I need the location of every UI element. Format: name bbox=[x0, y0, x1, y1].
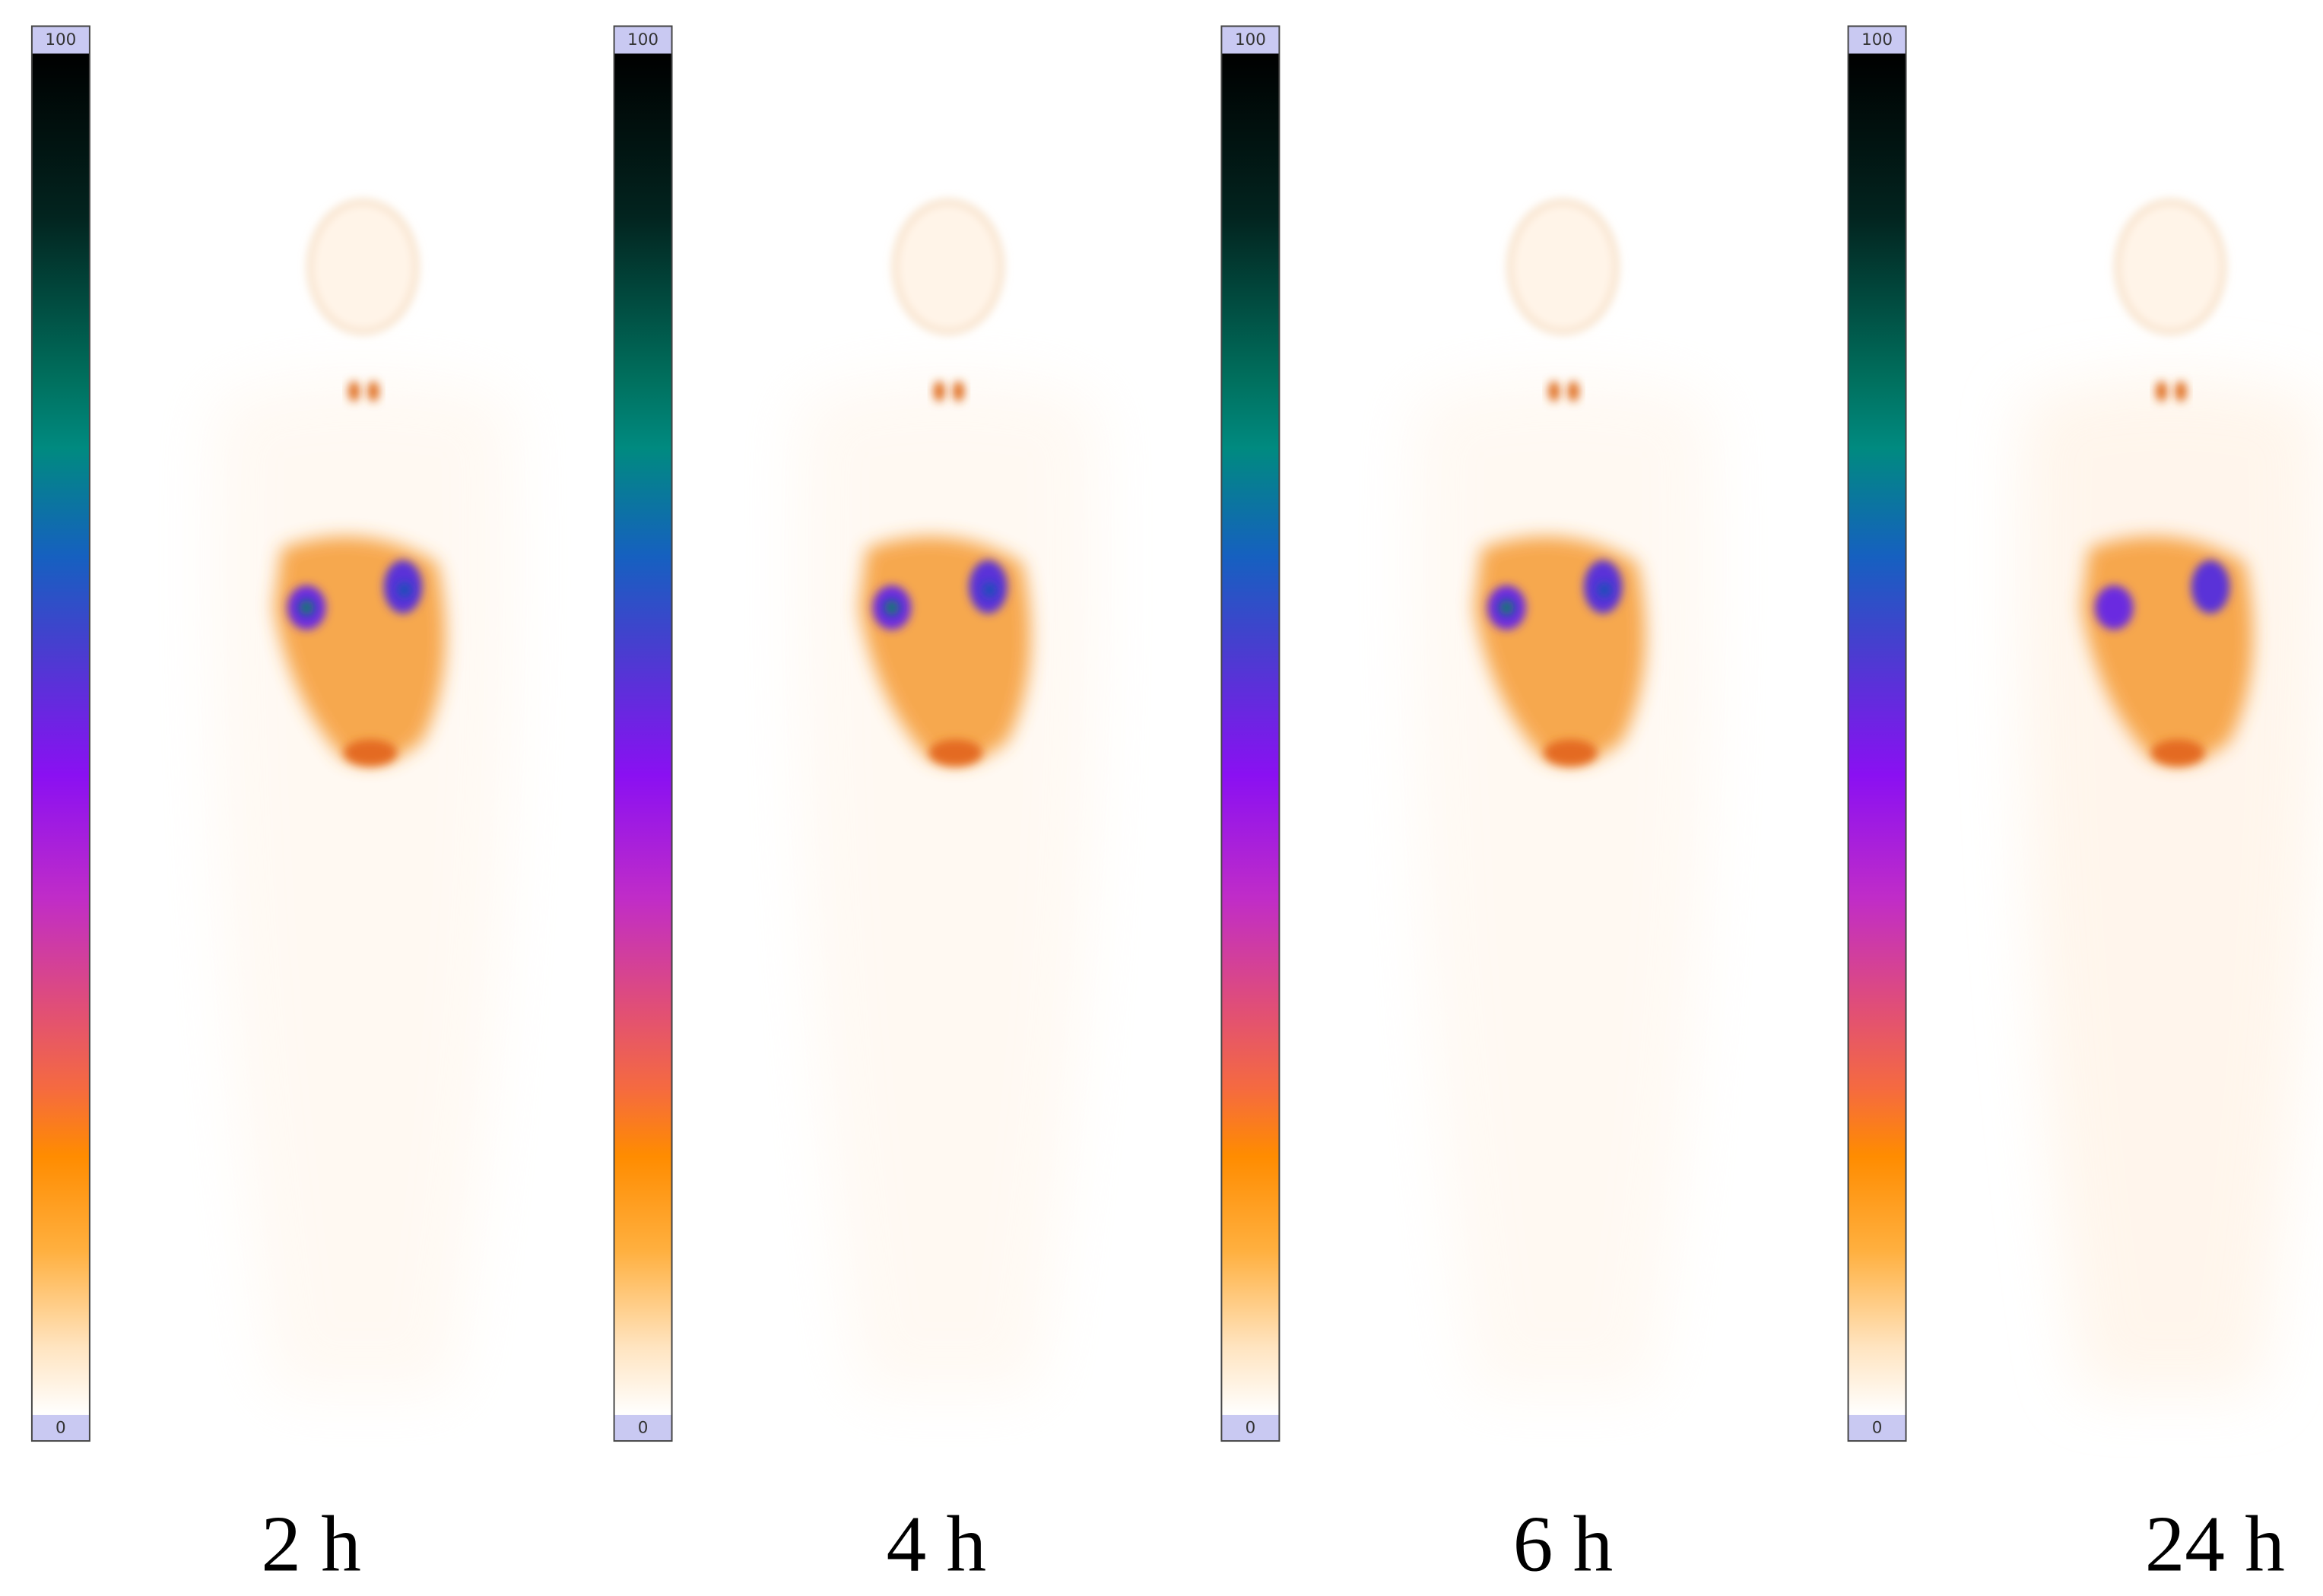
bladder bbox=[344, 739, 398, 766]
time-label: 2 h bbox=[261, 1499, 361, 1588]
scale-min: 0 bbox=[56, 1419, 66, 1438]
scan-image bbox=[2020, 199, 2321, 1393]
scale-min: 0 bbox=[1246, 1419, 1256, 1438]
scale-min-box bbox=[32, 1414, 89, 1441]
panel: 100 0 2 h bbox=[30, 25, 514, 1588]
thyroid-left bbox=[347, 381, 360, 402]
colorbar bbox=[1222, 53, 1279, 1415]
scan-image bbox=[1412, 199, 1714, 1393]
thyroid-right bbox=[952, 381, 965, 402]
time-label: 4 h bbox=[887, 1499, 987, 1588]
body-outline bbox=[1412, 378, 1714, 1393]
thyroid-left bbox=[1548, 381, 1560, 402]
bladder bbox=[928, 739, 982, 766]
kidney-hotspot bbox=[1499, 600, 1515, 615]
scale-min-box bbox=[1849, 1414, 1906, 1441]
scale-max-box bbox=[1222, 27, 1279, 54]
scale-max-box bbox=[1849, 27, 1906, 54]
time-label: 6 h bbox=[1513, 1499, 1614, 1588]
kidney-hotspot bbox=[982, 582, 998, 598]
thyroid-right bbox=[367, 381, 379, 402]
bladder bbox=[1544, 739, 1598, 766]
head bbox=[1507, 199, 1619, 335]
kidney-hotspot bbox=[1597, 582, 1612, 598]
panel: 100 0 4 h bbox=[613, 25, 1100, 1588]
scale-max-box bbox=[32, 27, 89, 54]
scale-max: 100 bbox=[45, 30, 76, 49]
colorbar bbox=[614, 53, 671, 1415]
scale-max: 100 bbox=[1861, 30, 1893, 49]
head bbox=[2115, 199, 2226, 335]
colorbar bbox=[1849, 53, 1906, 1415]
thyroid-left bbox=[933, 381, 946, 402]
head bbox=[892, 199, 1004, 335]
kidney-hotspot bbox=[397, 582, 412, 598]
thyroid-left bbox=[2155, 381, 2168, 402]
scan-image bbox=[797, 199, 1100, 1393]
scale-min: 0 bbox=[1872, 1419, 1883, 1438]
bladder bbox=[2150, 739, 2205, 766]
scale-min-box bbox=[1222, 1414, 1279, 1441]
scale-max: 100 bbox=[1235, 30, 1266, 49]
body-outline bbox=[2020, 378, 2321, 1393]
time-label: 24 h bbox=[2145, 1499, 2285, 1588]
thyroid-right bbox=[1567, 381, 1579, 402]
scale-min-box bbox=[614, 1414, 671, 1441]
panel: 100 0 6 h bbox=[1220, 25, 1714, 1588]
scale-min: 0 bbox=[638, 1419, 649, 1438]
kidney-hotspot bbox=[884, 600, 900, 615]
kidney-left bbox=[2094, 585, 2134, 630]
thyroid-right bbox=[2175, 381, 2187, 402]
body-outline bbox=[212, 378, 514, 1393]
scale-max: 100 bbox=[627, 30, 659, 49]
panel: 100 0 24 h bbox=[1847, 25, 2321, 1588]
scan-image bbox=[212, 199, 514, 1393]
scale-max-box bbox=[614, 27, 671, 54]
head bbox=[307, 199, 419, 335]
kidney-hotspot bbox=[299, 600, 315, 615]
kidney-right bbox=[2191, 560, 2230, 614]
body-outline bbox=[797, 378, 1100, 1393]
colorbar bbox=[32, 53, 89, 1415]
